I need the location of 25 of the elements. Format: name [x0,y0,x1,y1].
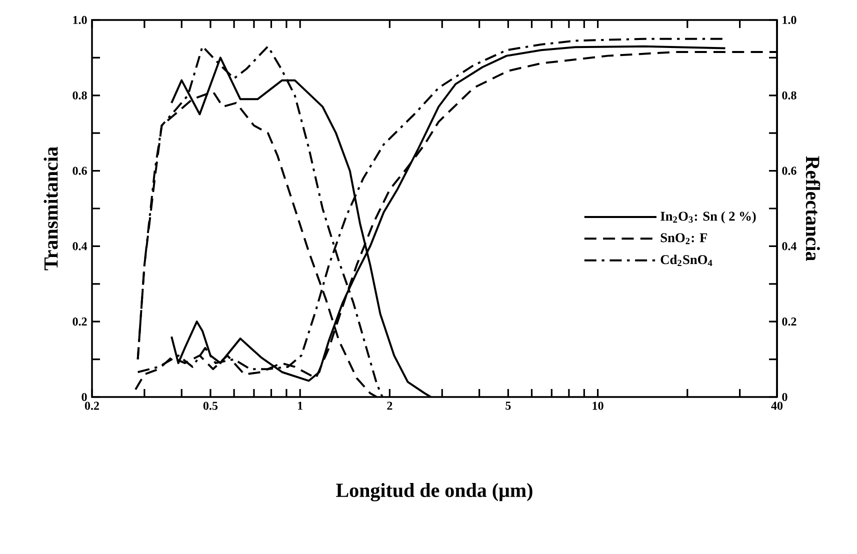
y-tick-label: 0.8 [72,91,87,100]
x-tick-label: 1 [298,402,302,410]
x-tick-label: 0.5 [203,402,218,410]
y2-tick-label: 0.2 [782,318,796,326]
x-tick-label: 40 [771,402,783,410]
y2-axis-title: Reflectancia [806,156,820,261]
y-tick-label: 1.0 [73,16,87,24]
y-tick-label: 0.2 [72,318,87,326]
y2-tick-label: 0.4 [782,242,796,250]
y2-tick-label: 1.0 [782,16,796,24]
x-tick-label: 10 [592,402,604,410]
text: SnO$_{2}$: F [660,233,708,244]
y-axis-title: Transmitancia [44,146,58,270]
x-tick-label: 0.2 [84,402,99,410]
x-tick-label: 5 [506,402,511,410]
y2-tick-label: 0.8 [782,91,796,100]
text: Cd$_{2}$SnO$_{4}$ [660,254,712,266]
x-tick-label: 2 [387,402,392,410]
y-tick-label: 0.4 [72,242,88,250]
y-tick-label: 0.6 [72,166,87,175]
x-axis-title: Longitud de onda (μm) [336,483,532,502]
y2-tick-label: 0 [782,392,788,402]
y-tick-label: 0 [82,392,87,402]
y2-tick-label: 0.6 [782,166,796,175]
text: In$_{2}$O$_{3}$: Sn ( 2 %) [660,211,756,224]
